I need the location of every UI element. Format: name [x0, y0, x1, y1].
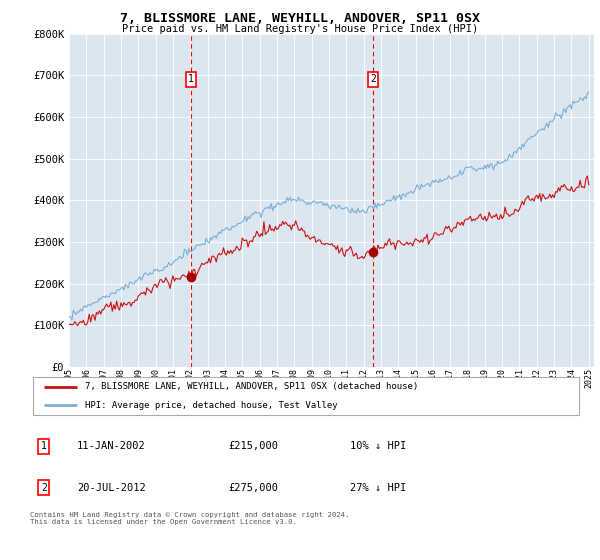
Text: £275,000: £275,000: [229, 483, 279, 493]
Text: 20-JUL-2012: 20-JUL-2012: [77, 483, 146, 493]
Text: £215,000: £215,000: [229, 441, 279, 451]
Text: 11-JAN-2002: 11-JAN-2002: [77, 441, 146, 451]
Text: 27% ↓ HPI: 27% ↓ HPI: [350, 483, 406, 493]
Text: 7, BLISSMORE LANE, WEYHILL, ANDOVER, SP11 0SX: 7, BLISSMORE LANE, WEYHILL, ANDOVER, SP1…: [120, 12, 480, 25]
Text: 2: 2: [41, 483, 47, 493]
Text: HPI: Average price, detached house, Test Valley: HPI: Average price, detached house, Test…: [85, 401, 338, 410]
Text: Contains HM Land Registry data © Crown copyright and database right 2024.
This d: Contains HM Land Registry data © Crown c…: [30, 512, 349, 525]
Text: 1: 1: [41, 441, 47, 451]
Text: 10% ↓ HPI: 10% ↓ HPI: [350, 441, 406, 451]
Text: 1: 1: [188, 74, 194, 85]
Text: 2: 2: [370, 74, 376, 85]
Text: 7, BLISSMORE LANE, WEYHILL, ANDOVER, SP11 0SX (detached house): 7, BLISSMORE LANE, WEYHILL, ANDOVER, SP1…: [85, 382, 418, 391]
Text: Price paid vs. HM Land Registry's House Price Index (HPI): Price paid vs. HM Land Registry's House …: [122, 24, 478, 34]
FancyBboxPatch shape: [33, 377, 579, 415]
